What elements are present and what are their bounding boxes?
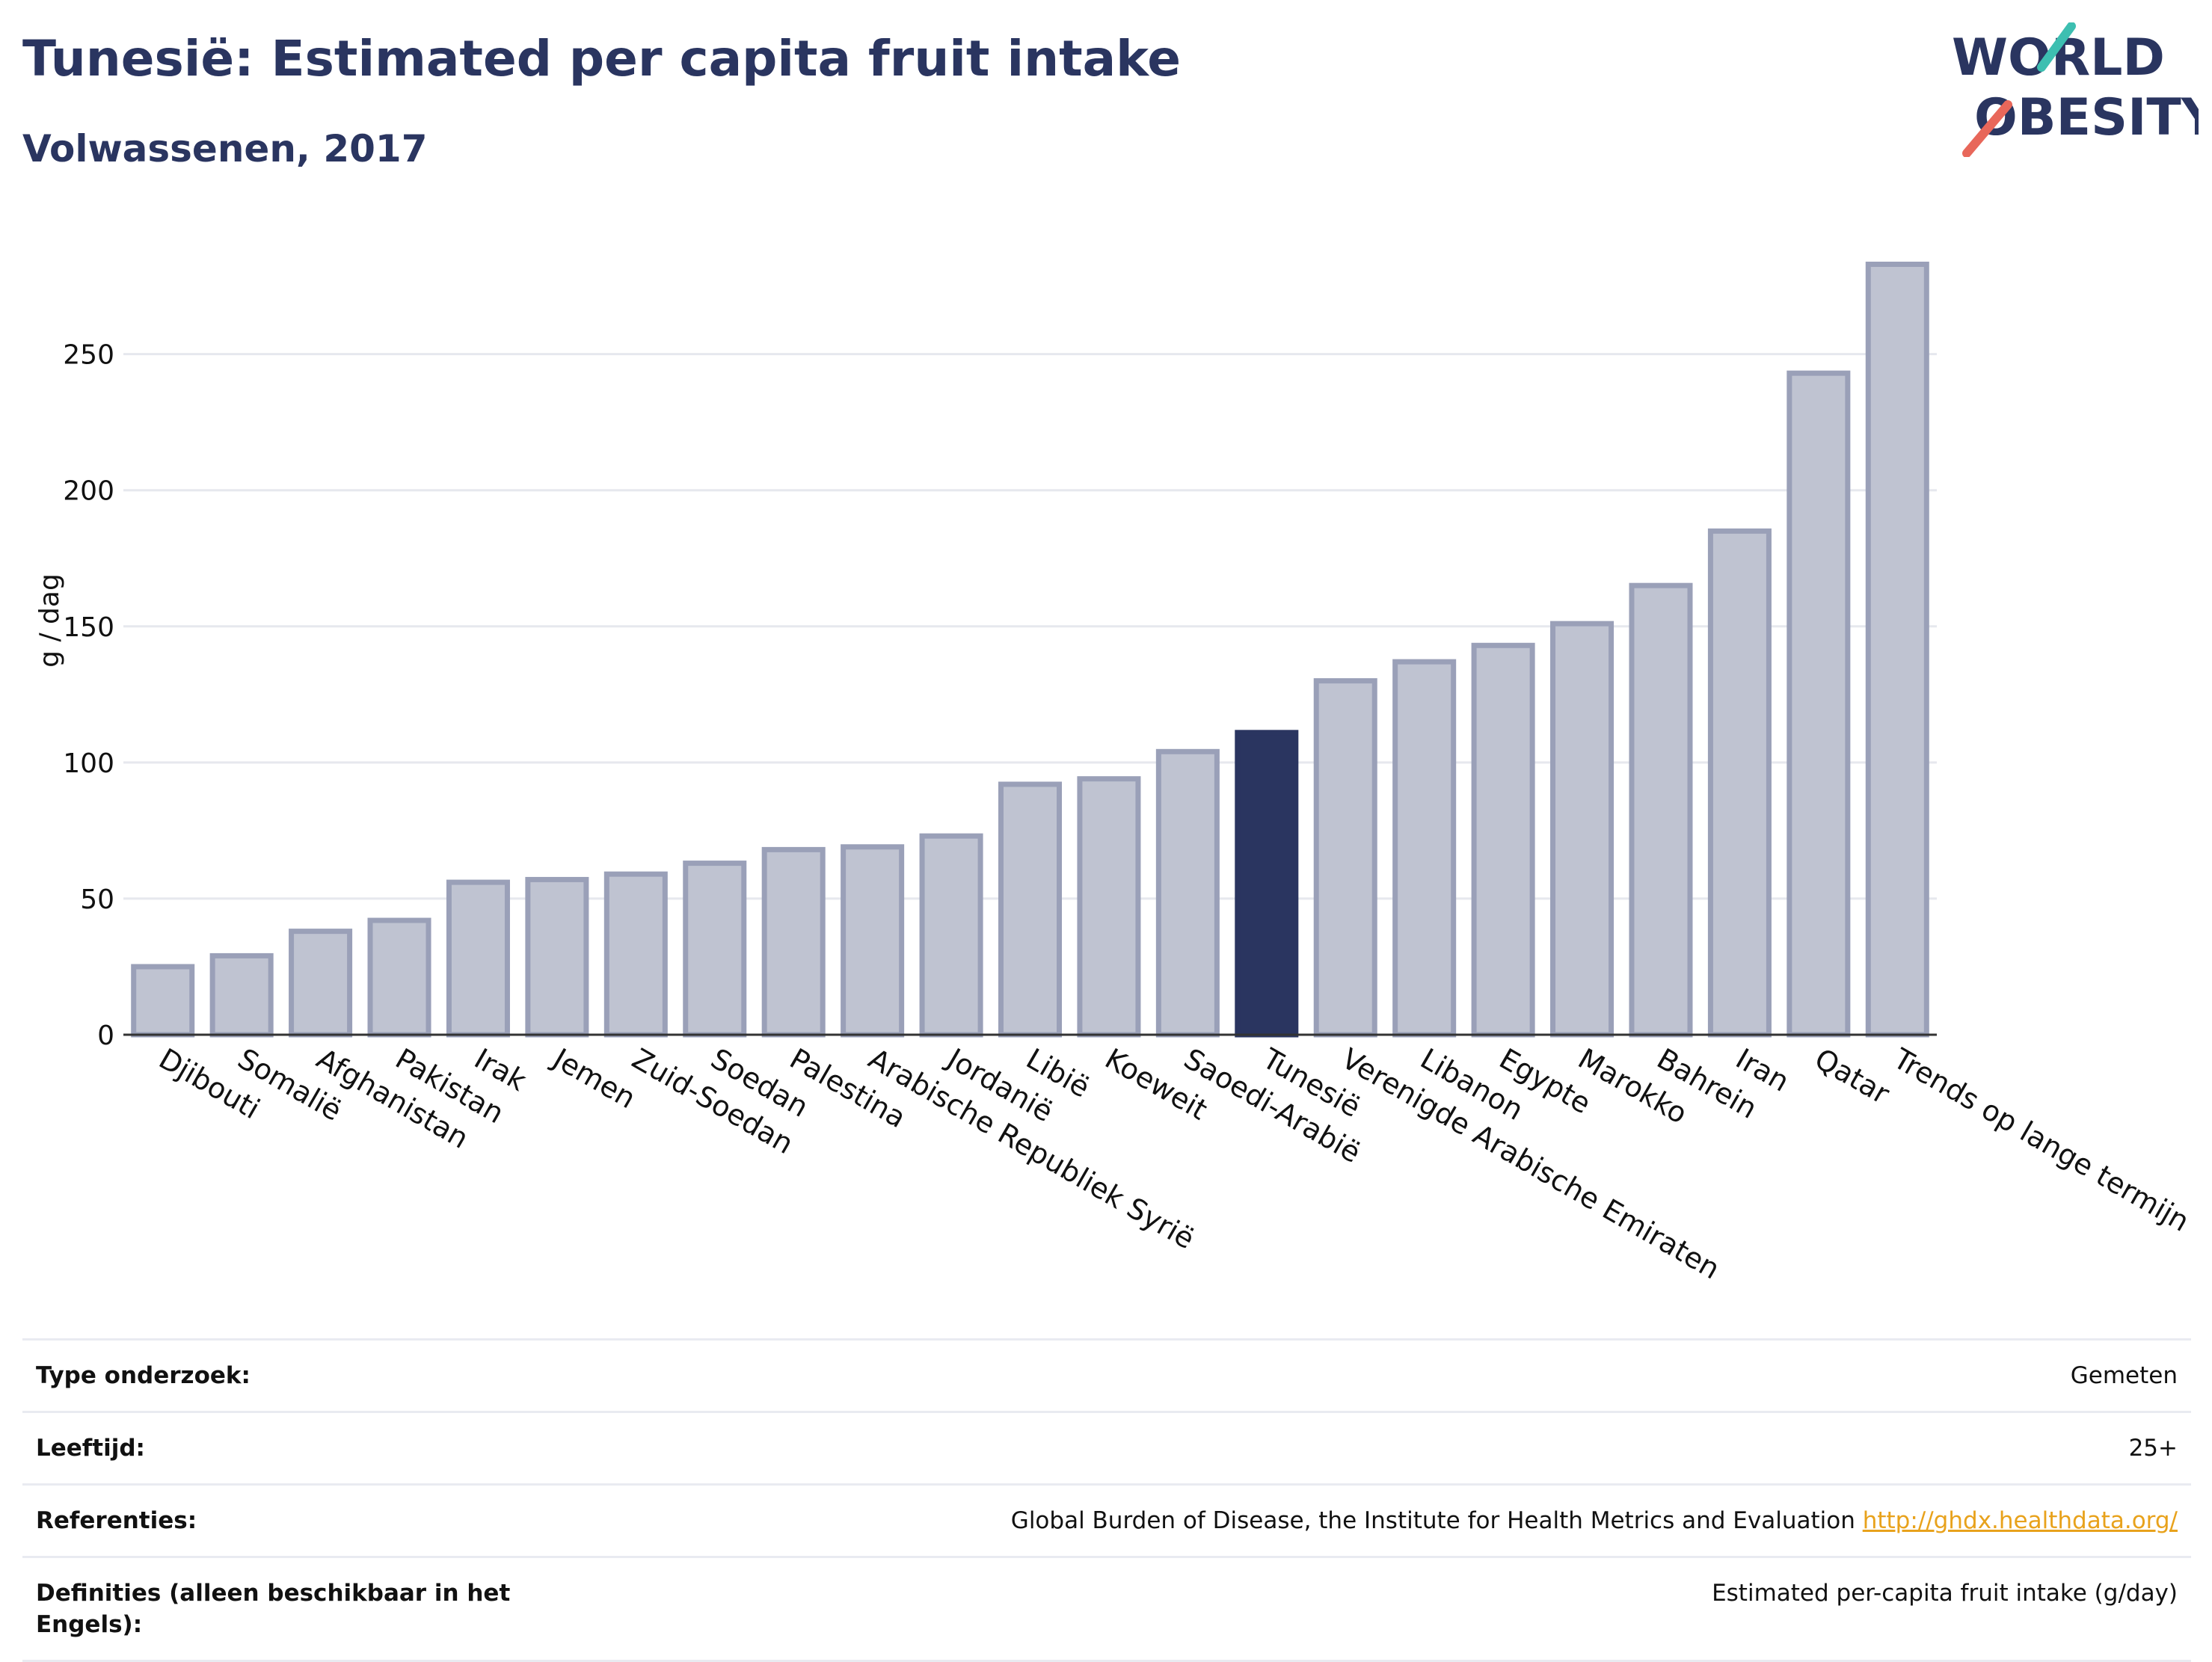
bar-egypte[interactable] bbox=[1471, 642, 1535, 1038]
x-tick-label: Trends op lange termijn bbox=[1887, 1041, 2195, 1238]
info-value: Global Burden of Disease, the Institute … bbox=[1011, 1505, 2178, 1536]
info-row-age: Leeftijd: 25+ bbox=[22, 1411, 2191, 1483]
bar-marokko[interactable] bbox=[1550, 621, 1615, 1038]
bar-somali-[interactable] bbox=[209, 952, 274, 1038]
bar-zuid-soedan[interactable] bbox=[603, 871, 668, 1038]
info-value: Gemeten bbox=[2070, 1362, 2178, 1389]
info-row-type: Type onderzoek: Gemeten bbox=[22, 1338, 2191, 1411]
x-tick-label: Qatar bbox=[1809, 1042, 1895, 1111]
info-value: Estimated per-capita fruit intake (g/day… bbox=[1712, 1580, 2178, 1607]
info-label: Referenties: bbox=[36, 1507, 197, 1534]
bar-pakistan[interactable] bbox=[367, 917, 431, 1038]
bar-tunesi-[interactable] bbox=[1235, 730, 1299, 1038]
bar-iran[interactable] bbox=[1707, 528, 1772, 1038]
bar-jemen[interactable] bbox=[525, 876, 589, 1038]
info-label: Leeftijd: bbox=[36, 1435, 145, 1462]
svg-text:OBESITY: OBESITY bbox=[1974, 88, 2199, 147]
chart-title: Tunesië: Estimated per capita fruit inta… bbox=[22, 30, 1182, 87]
bar-trends-op-lange-termijn[interactable] bbox=[1865, 261, 1929, 1038]
chart-subtitle: Volwassenen, 2017 bbox=[22, 127, 428, 170]
y-tick-label: 150 bbox=[63, 612, 114, 643]
bar-soedan[interactable] bbox=[683, 861, 747, 1038]
info-value: 25+ bbox=[2128, 1435, 2178, 1462]
bar-chart: 0 50 100 150 200 250 DjiboutiSomaliëAfghanist… bbox=[34, 261, 2195, 1286]
bar-koeweit[interactable] bbox=[1077, 776, 1141, 1038]
bar-libi-[interactable] bbox=[998, 781, 1063, 1038]
bar-djibouti[interactable] bbox=[131, 964, 195, 1038]
bar-jordani-[interactable] bbox=[919, 833, 983, 1038]
y-tick-label: 200 bbox=[63, 476, 114, 507]
reference-text: Global Burden of Disease, the Institute … bbox=[1010, 1507, 1855, 1534]
bar-libanon[interactable] bbox=[1392, 659, 1457, 1038]
y-axis-ticks: 0 50 100 150 200 250 bbox=[63, 340, 114, 1051]
bar-qatar[interactable] bbox=[1787, 370, 1851, 1038]
bar-arabische-republiek-syri-[interactable] bbox=[841, 844, 905, 1038]
info-row-definitions: Definities (alleen beschikbaar in het En… bbox=[22, 1556, 2191, 1662]
y-axis-label: g / dag bbox=[34, 573, 65, 668]
info-label: Type onderzoek: bbox=[36, 1362, 251, 1389]
y-tick-label: 50 bbox=[80, 884, 114, 915]
x-tick-label: Jemen bbox=[547, 1041, 642, 1115]
y-tick-label: 250 bbox=[63, 340, 114, 371]
info-label: Definities (alleen beschikbaar in het En… bbox=[36, 1580, 511, 1638]
world-obesity-logo: WORLD OBESITY bbox=[1952, 22, 2199, 157]
reference-link[interactable]: http://ghdx.healthdata.org/ bbox=[1862, 1507, 2178, 1534]
bar-palestina[interactable] bbox=[761, 846, 826, 1038]
info-row-references: Referenties: Global Burden of Disease, t… bbox=[22, 1483, 2191, 1556]
bar-saoedi-arabi-[interactable] bbox=[1155, 748, 1220, 1038]
bar-verenigde-arabische-emiraten[interactable] bbox=[1313, 678, 1377, 1038]
bar-irak[interactable] bbox=[446, 879, 510, 1038]
bar-afghanistan[interactable] bbox=[289, 929, 353, 1038]
y-tick-label: 0 bbox=[97, 1021, 114, 1051]
bar-bahrein[interactable] bbox=[1629, 582, 1693, 1038]
info-table: Type onderzoek: Gemeten Leeftijd: 25+ Re… bbox=[22, 1338, 2191, 1662]
bars bbox=[131, 261, 1929, 1038]
y-tick-label: 100 bbox=[63, 748, 114, 779]
